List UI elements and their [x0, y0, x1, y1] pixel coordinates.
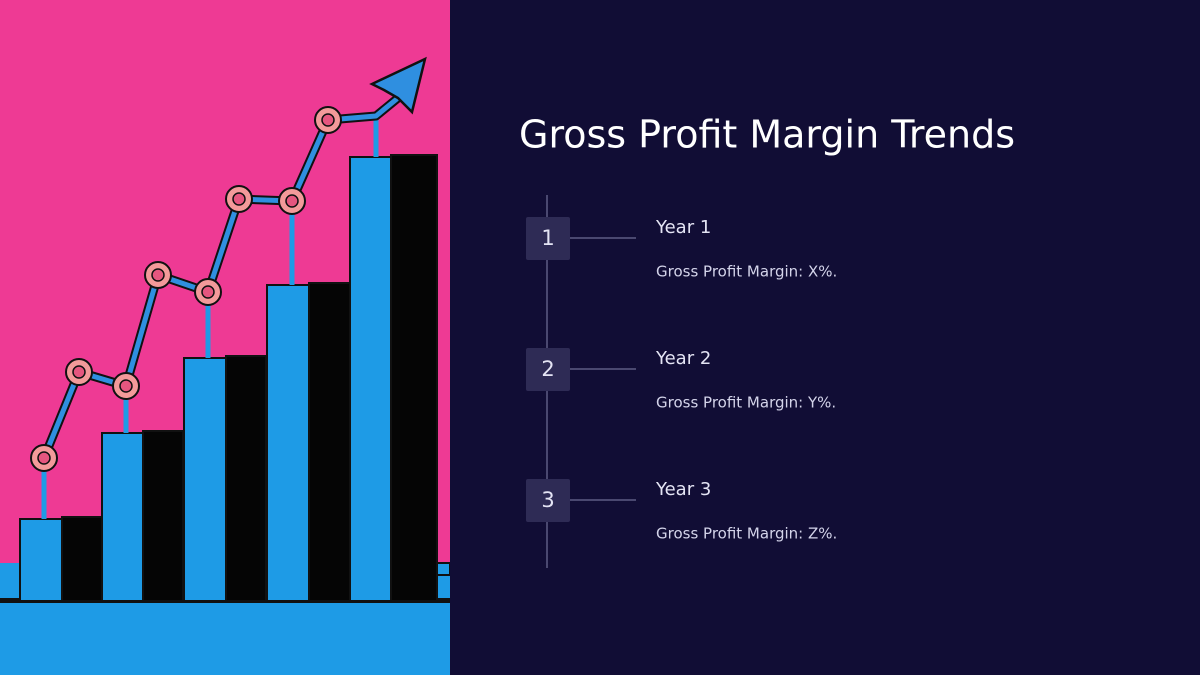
bar-side [390, 154, 438, 602]
point-center [321, 113, 335, 127]
step-heading: Year 1 [655, 217, 711, 238]
bar-front [349, 156, 392, 602]
point-center [201, 285, 215, 299]
timeline: 1 Year 1 Gross Profit Margin: X%. 2 Year 2 Gr… [526, 217, 837, 543]
title: Gross Profit Margin Trends [519, 113, 1015, 157]
bar-side [308, 282, 351, 602]
bar-side [225, 355, 267, 602]
trend-line [41, 96, 400, 459]
content-background [450, 0, 1200, 675]
bar-side [142, 430, 184, 602]
point-center [119, 379, 133, 393]
point-center [151, 268, 165, 282]
step-box [526, 217, 570, 260]
point-center [72, 365, 86, 379]
point-center [37, 451, 51, 465]
step-box [526, 348, 570, 391]
step-box [526, 479, 570, 522]
bar-front [101, 432, 144, 602]
bar-front [183, 357, 227, 602]
step-number: 2 [541, 357, 554, 381]
step-text: Gross Profit Margin: X%. [656, 263, 837, 281]
step-text: Gross Profit Margin: Z%. [656, 525, 837, 543]
bar-front [266, 284, 310, 602]
step-text: Gross Profit Margin: Y%. [656, 394, 836, 412]
step-heading: Year 2 [655, 348, 711, 369]
illustration [0, 0, 451, 675]
step-heading: Year 3 [655, 479, 711, 500]
bar-side [61, 516, 103, 602]
bar-edge [436, 562, 451, 576]
arrow-head [369, 56, 427, 115]
step-number: 1 [541, 226, 554, 250]
step-number: 3 [541, 488, 554, 512]
point-center [232, 192, 246, 206]
bar-front [19, 518, 63, 602]
bars [19, 154, 451, 602]
point-centers [37, 113, 335, 465]
point-center [285, 194, 299, 208]
